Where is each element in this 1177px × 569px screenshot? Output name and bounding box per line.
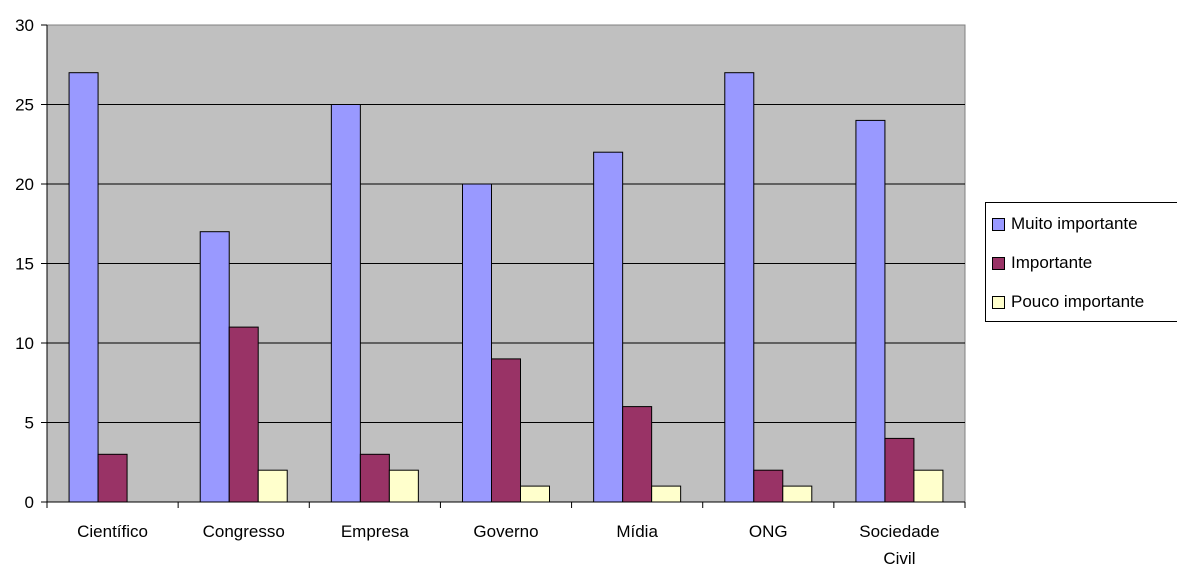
axes	[41, 24, 966, 508]
x-tick-label: Empresa	[341, 522, 410, 541]
bar-pouco-importante	[913, 469, 944, 503]
x-tick-labels: Científico Congresso Empresa Governo Mídia ON…	[77, 522, 939, 568]
legend-swatch	[992, 217, 1005, 231]
bar-pouco-importante	[388, 469, 419, 503]
bar-pouco-importante	[782, 485, 813, 503]
bar-muito-importante	[462, 183, 492, 503]
bar-pouco-importante	[520, 485, 550, 503]
x-tick-label: Civil	[883, 549, 915, 568]
legend-swatch	[992, 295, 1005, 309]
legend: Muito importante Importante Pouco import…	[985, 202, 1177, 322]
bar-pouco-importante	[257, 469, 288, 503]
bar-muito-importante	[855, 119, 886, 503]
bar-importante	[622, 406, 653, 503]
bar-importante	[359, 453, 390, 503]
x-tick-label: Congresso	[203, 522, 285, 541]
bar-importante	[884, 437, 915, 503]
x-tick-label: Científico	[77, 522, 148, 541]
legend-label: Pouco importante	[1011, 292, 1145, 311]
legend-item-importante: Importante	[992, 251, 1092, 275]
y-tick-label: 0	[25, 493, 34, 512]
y-tick-label: 25	[15, 96, 34, 115]
bar-importante	[491, 358, 521, 503]
legend-item-muito-importante: Muito importante	[992, 212, 1138, 236]
bar-importante	[228, 326, 259, 503]
bars	[68, 72, 944, 503]
y-tick-label: 15	[15, 255, 34, 274]
bar-muito-importante	[199, 231, 230, 503]
y-tick-label: 5	[25, 414, 34, 433]
x-tick-label: Sociedade	[859, 522, 939, 541]
bar-muito-importante	[724, 72, 755, 503]
bar-importante	[753, 469, 784, 503]
y-tick-label: 30	[15, 16, 34, 35]
legend-label: Muito importante	[1011, 214, 1138, 233]
legend-item-pouco-importante: Pouco importante	[992, 290, 1144, 314]
bar-muito-importante	[68, 72, 99, 503]
bar-pouco-importante	[651, 485, 682, 503]
x-tick-label: Mídia	[616, 522, 658, 541]
legend-swatch	[992, 256, 1005, 270]
x-tick-label: ONG	[749, 522, 788, 541]
bar-muito-importante	[330, 104, 361, 503]
y-tick-labels: 0 5 10 15 20 25 30	[15, 16, 34, 512]
y-tick-label: 10	[15, 334, 34, 353]
legend-label: Importante	[1011, 253, 1093, 272]
x-tick-label: Governo	[473, 522, 538, 541]
y-tick-label: 20	[15, 175, 34, 194]
bar-importante	[97, 453, 128, 503]
bar-muito-importante	[593, 151, 624, 503]
